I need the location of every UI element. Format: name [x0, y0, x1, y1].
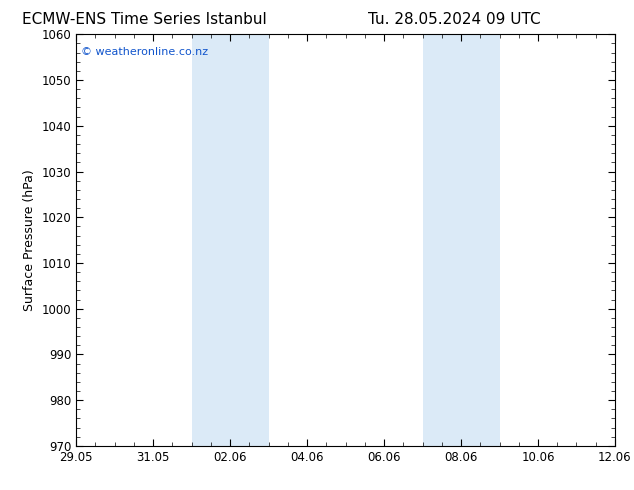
Bar [191, 34, 269, 446]
Bar [422, 34, 500, 446]
Text: Tu. 28.05.2024 09 UTC: Tu. 28.05.2024 09 UTC [368, 12, 540, 27]
Text: ECMW-ENS Time Series Istanbul: ECMW-ENS Time Series Istanbul [22, 12, 266, 27]
Y-axis label: Surface Pressure (hPa): Surface Pressure (hPa) [23, 169, 36, 311]
Text: © weatheronline.co.nz: © weatheronline.co.nz [81, 47, 209, 57]
